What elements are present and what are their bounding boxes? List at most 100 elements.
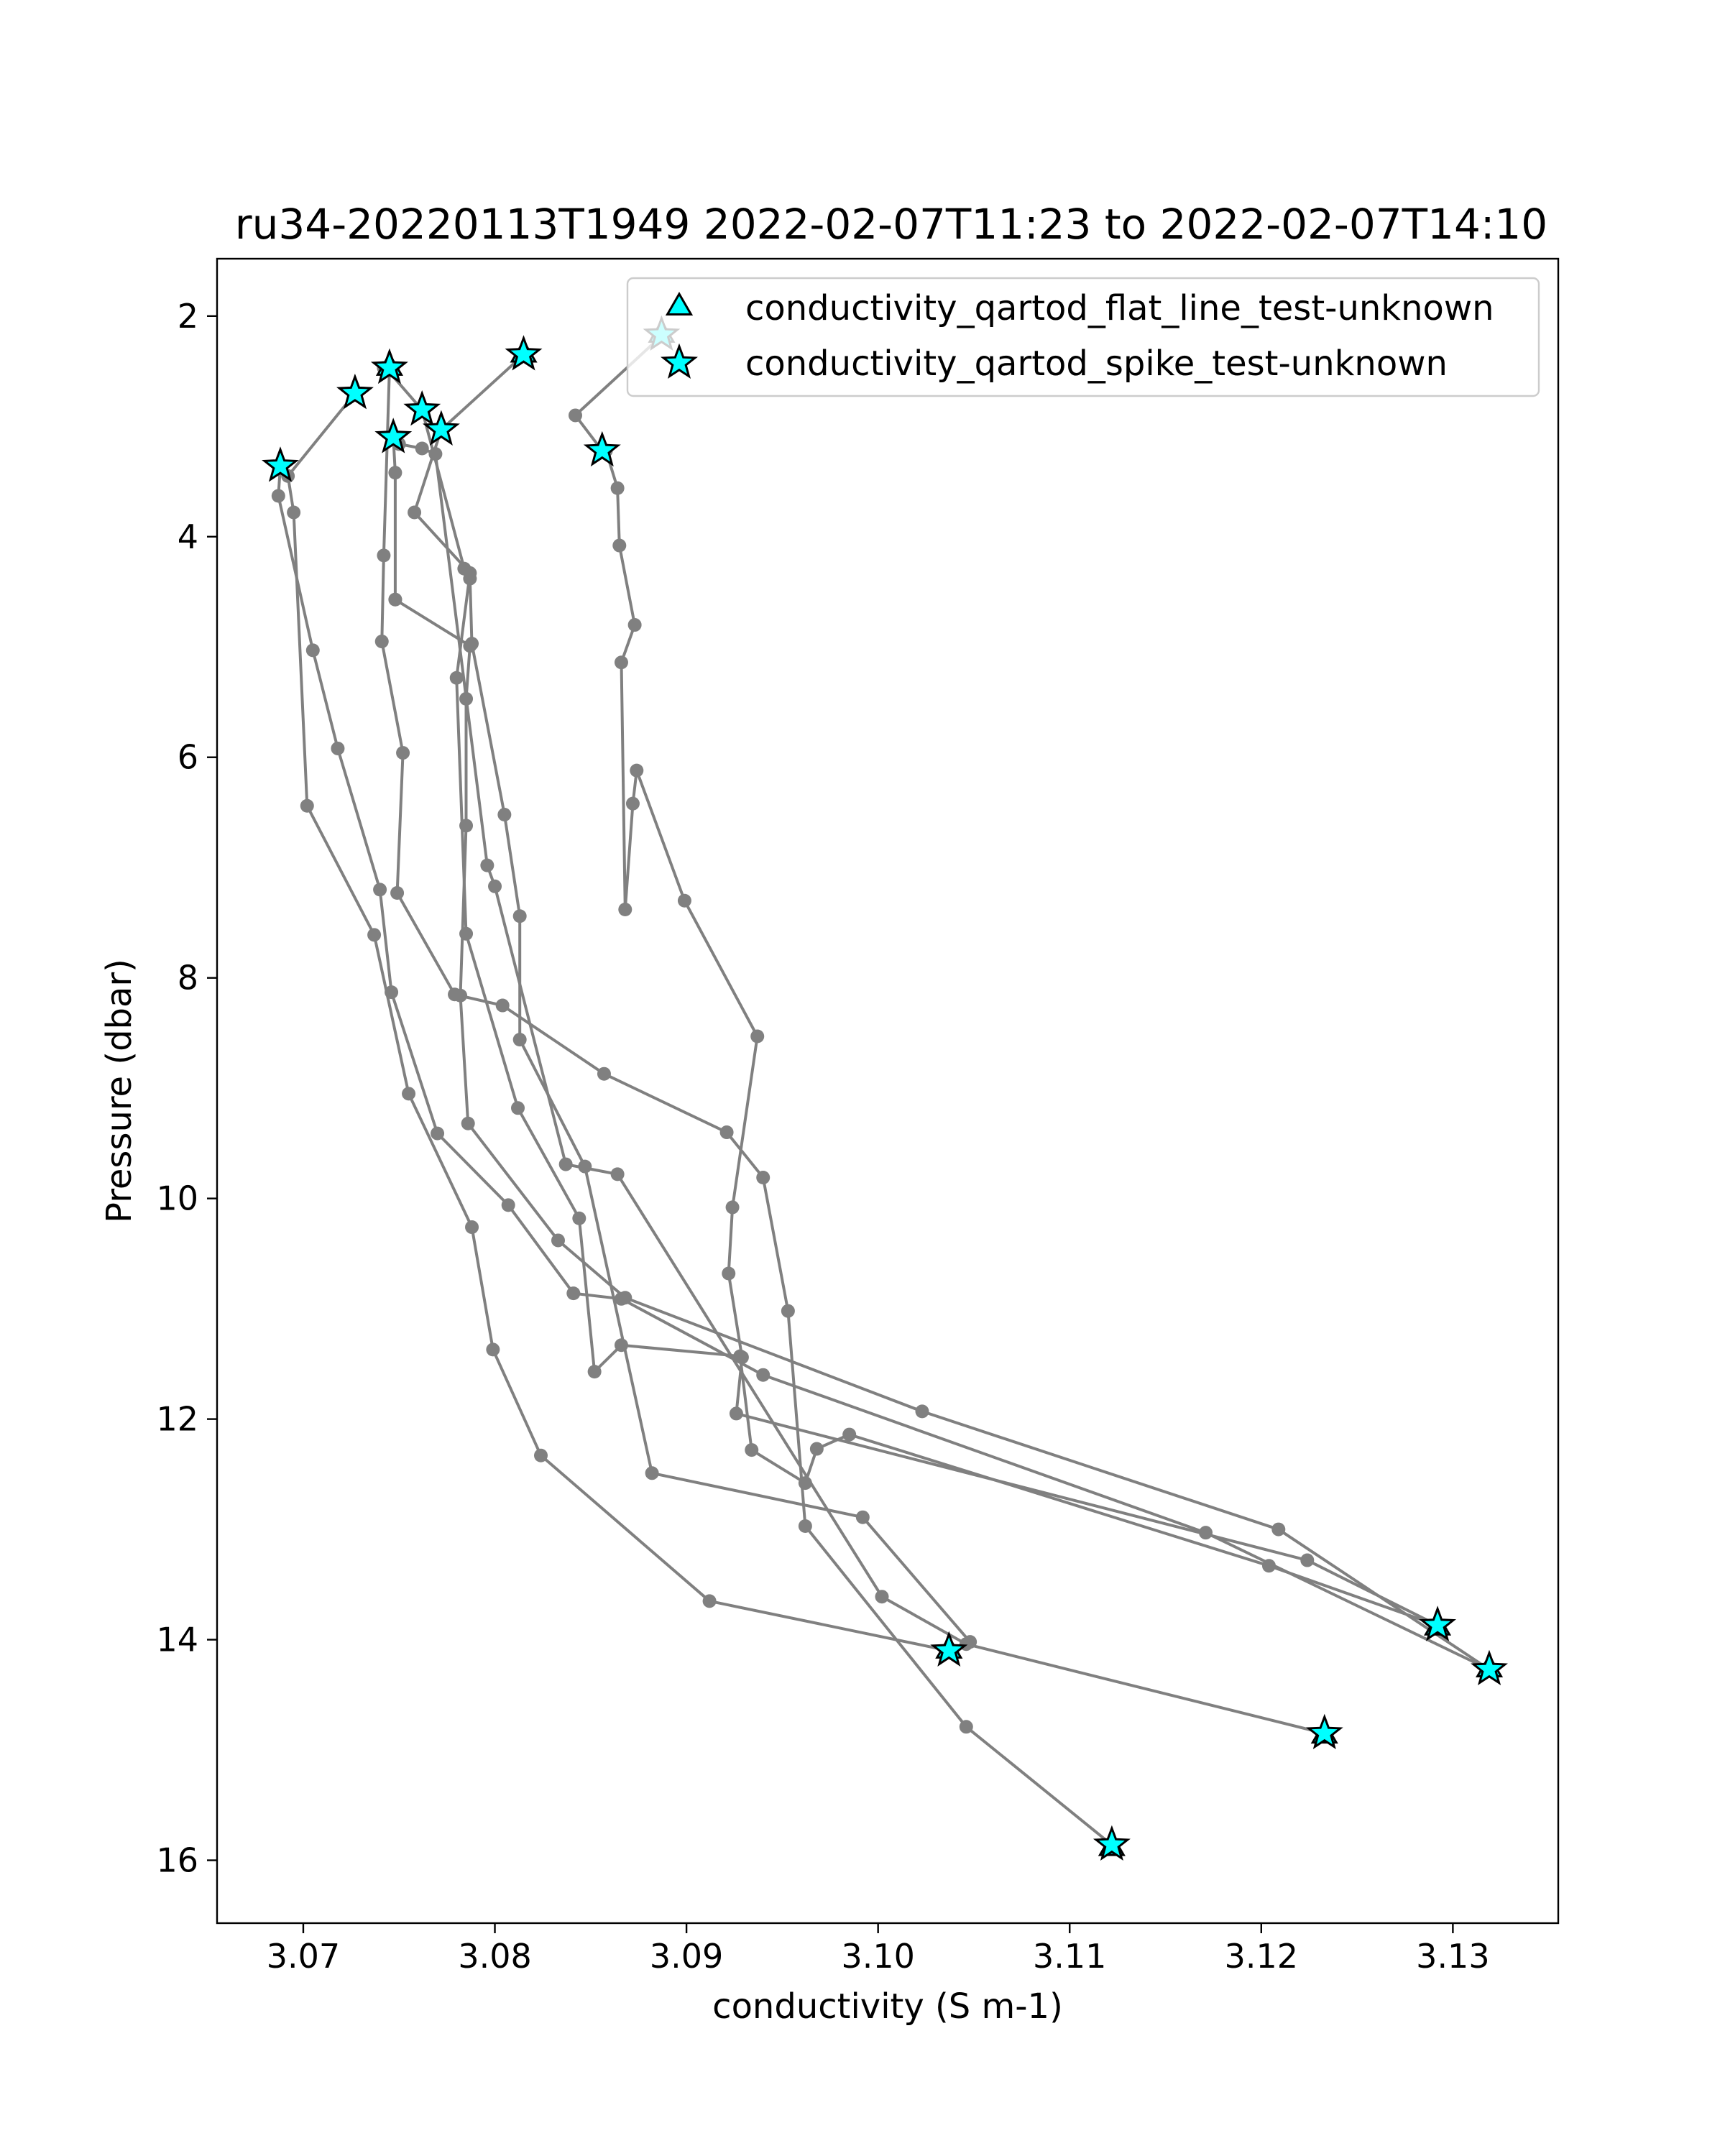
profile-point (645, 1466, 659, 1480)
plot-background (217, 259, 1558, 1923)
y-axis: 2 4 6 8 10 12 14 16 (156, 297, 217, 1880)
profile-point (495, 998, 510, 1013)
spike-test-marker (403, 390, 441, 426)
spike-test-marker (1092, 1825, 1131, 1861)
profile-point (463, 571, 477, 586)
profile-point (459, 819, 474, 833)
profile-point (798, 1519, 812, 1533)
profile-point (725, 1200, 740, 1215)
x-tick-label: 3.11 (1033, 1937, 1106, 1976)
profile-point (610, 1167, 625, 1181)
profile-point (729, 1406, 743, 1421)
profile-point (1271, 1522, 1286, 1537)
profile-point (465, 1220, 479, 1235)
profile-point (465, 637, 479, 651)
profile-point (618, 903, 632, 917)
profile-point (572, 1211, 586, 1225)
spike-test-marker (374, 418, 413, 453)
x-tick-label: 3.10 (841, 1937, 914, 1976)
plot-frame (216, 257, 1560, 1925)
profile-point (875, 1590, 889, 1604)
profile-point (566, 1286, 581, 1301)
x-tick-label: 3.08 (458, 1937, 531, 1976)
legend-label: conductivity_qartod_flat_line_test-unkno… (745, 288, 1494, 328)
profile-point (722, 1266, 736, 1281)
profile-point (512, 1033, 527, 1047)
profile-point (781, 1304, 795, 1318)
legend-frame (626, 277, 1540, 397)
profile-point (756, 1368, 770, 1382)
profile-point (480, 858, 494, 872)
spike-test-marker (1471, 1649, 1508, 1686)
profile-point (388, 466, 402, 480)
profile-point (756, 1170, 770, 1184)
x-tick-label: 3.13 (1416, 1937, 1489, 1976)
profile-point (511, 1101, 525, 1115)
profile-point (488, 879, 502, 893)
profile-point (431, 1126, 445, 1141)
y-tick-label: 8 (178, 959, 198, 998)
legend: conductivity_qartod_flat_line_test-unkno… (626, 277, 1540, 397)
y-tick-label: 6 (178, 738, 198, 777)
profile-point (702, 1594, 717, 1608)
x-tick-label: 3.07 (267, 1937, 340, 1976)
spike-test-marker (930, 1631, 968, 1667)
x-axis-label: conductivity (S m-1) (712, 1986, 1063, 2027)
profile-point (558, 1157, 573, 1171)
profile-point (959, 1720, 973, 1734)
profile-point (719, 1125, 734, 1140)
spike-test-marker (505, 335, 543, 371)
spike-test-marker (336, 373, 374, 410)
profile-point (428, 447, 443, 461)
profile-point (377, 548, 391, 563)
profile-point (612, 538, 627, 553)
profile-point (448, 987, 462, 1002)
profile-point (367, 928, 382, 942)
profile-point (587, 1365, 602, 1379)
profile-point (809, 1442, 824, 1456)
spike-test-marker (262, 446, 299, 482)
profile-point (271, 489, 285, 503)
x-tick-label: 3.09 (650, 1937, 723, 1976)
profile-point (745, 1443, 759, 1457)
profile-point (374, 635, 389, 649)
profile-point (750, 1029, 765, 1044)
profile-point (1300, 1553, 1315, 1567)
y-tick-label: 2 (178, 297, 198, 336)
profile-point (627, 618, 642, 632)
profile-point (501, 1198, 515, 1212)
profile-point (614, 655, 628, 670)
profile-point (618, 1291, 632, 1305)
profile-point (855, 1510, 870, 1524)
profile-line (380, 367, 1113, 1846)
profile-point (390, 886, 405, 900)
profile-point (610, 481, 625, 495)
profile-point (449, 671, 464, 685)
spike-test-marker (1419, 1606, 1456, 1641)
profile-point (568, 408, 582, 423)
profile-point (486, 1342, 500, 1357)
y-tick-label: 4 (178, 517, 198, 556)
profile-point (625, 796, 640, 811)
profile-point (388, 592, 402, 607)
spike-test-marker (583, 430, 621, 467)
y-tick-label: 10 (156, 1179, 198, 1218)
profile-point (287, 505, 301, 520)
plot-area (217, 259, 1558, 1923)
profile-point (331, 741, 345, 755)
profile-point (457, 561, 472, 576)
profile-point (408, 505, 422, 520)
legend-label: conductivity_qartod_spike_test-unknown (745, 344, 1448, 384)
y-tick-label: 16 (156, 1841, 198, 1880)
profile-point (551, 1233, 565, 1248)
profile-point (534, 1448, 548, 1462)
profile-point (300, 798, 314, 813)
profile-point (402, 1087, 416, 1101)
y-tick-label: 14 (156, 1621, 198, 1659)
legend-star-icon (661, 343, 698, 379)
x-axis: 3.07 3.08 3.09 3.10 3.11 3.12 3.13 (267, 1923, 1490, 1976)
profile-point (630, 763, 644, 778)
profile-point (373, 883, 387, 897)
profile-point (305, 643, 320, 658)
